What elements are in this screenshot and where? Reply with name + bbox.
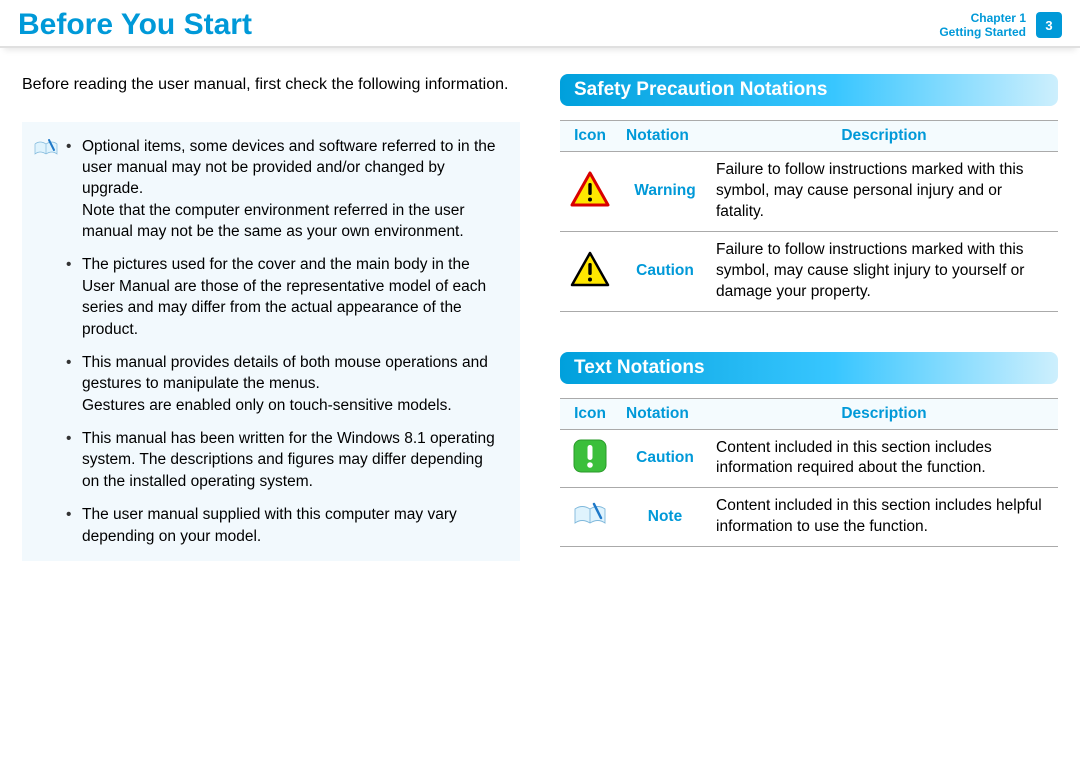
caution-triangle-icon: [560, 231, 620, 311]
notation-description: Content included in this section include…: [710, 488, 1058, 547]
notation-label: Caution: [620, 231, 710, 311]
chapter-line1: Chapter 1: [939, 11, 1026, 25]
info-item: This manual has been written for the Win…: [66, 428, 504, 492]
note-book-icon: [34, 136, 60, 547]
caution-square-icon: [560, 429, 620, 488]
safety-heading: Safety Precaution Notations: [560, 74, 1058, 106]
info-list: Optional items, some devices and softwar…: [66, 136, 504, 547]
notation-label: Note: [620, 488, 710, 547]
notation-description: Failure to follow instructions marked wi…: [710, 231, 1058, 311]
th-icon: Icon: [560, 398, 620, 429]
notation-description: Content included in this section include…: [710, 429, 1058, 488]
warning-triangle-icon: [560, 152, 620, 232]
table-row: Caution Content included in this section…: [560, 429, 1058, 488]
th-notation: Notation: [620, 121, 710, 152]
safety-table: Icon Notation Description Warning F: [560, 120, 1058, 312]
chapter-line2: Getting Started: [939, 25, 1026, 39]
chapter-text: Chapter 1 Getting Started: [939, 11, 1026, 40]
info-item: The pictures used for the cover and the …: [66, 254, 504, 340]
note-book-icon: [560, 488, 620, 547]
intro-text: Before reading the user manual, first ch…: [22, 74, 520, 96]
th-description: Description: [710, 398, 1058, 429]
table-row: Caution Failure to follow instructions m…: [560, 231, 1058, 311]
notation-description: Failure to follow instructions marked wi…: [710, 152, 1058, 232]
page-number-badge: 3: [1036, 12, 1062, 38]
text-notations-table: Icon Notation Description Caution C: [560, 398, 1058, 548]
notation-label: Caution: [620, 429, 710, 488]
info-box: Optional items, some devices and softwar…: [22, 122, 520, 561]
info-item: Optional items, some devices and softwar…: [66, 136, 504, 243]
info-item: This manual provides details of both mou…: [66, 352, 504, 416]
page-title: Before You Start: [18, 8, 252, 42]
content: Before reading the user manual, first ch…: [0, 48, 1080, 587]
left-column: Before reading the user manual, first ch…: [22, 74, 520, 587]
chapter-block: Chapter 1 Getting Started 3: [939, 11, 1062, 40]
th-notation: Notation: [620, 398, 710, 429]
page-header: Before You Start Chapter 1 Getting Start…: [0, 0, 1080, 48]
right-column: Safety Precaution Notations Icon Notatio…: [560, 74, 1058, 587]
th-icon: Icon: [560, 121, 620, 152]
notation-label: Warning: [620, 152, 710, 232]
th-description: Description: [710, 121, 1058, 152]
info-item: The user manual supplied with this compu…: [66, 504, 504, 547]
table-row: Warning Failure to follow instructions m…: [560, 152, 1058, 232]
table-row: Note Content included in this section in…: [560, 488, 1058, 547]
text-notations-heading: Text Notations: [560, 352, 1058, 384]
